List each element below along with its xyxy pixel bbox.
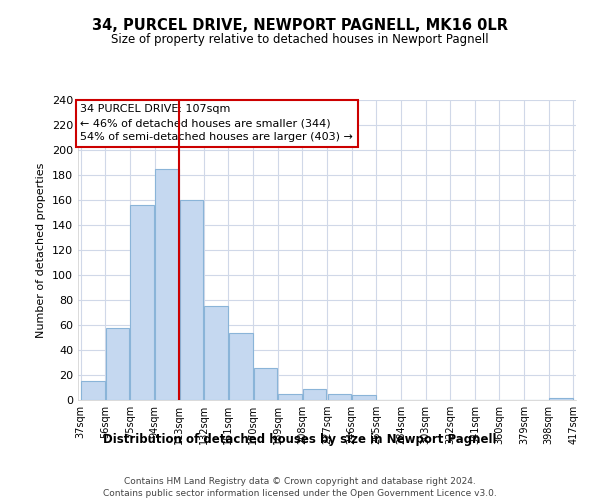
Bar [549, 398, 573, 400]
Bar [254, 368, 277, 400]
Text: Size of property relative to detached houses in Newport Pagnell: Size of property relative to detached ho… [111, 32, 489, 46]
Y-axis label: Number of detached properties: Number of detached properties [37, 162, 46, 338]
Text: Contains public sector information licensed under the Open Government Licence v3: Contains public sector information licen… [103, 489, 497, 498]
Bar [205, 306, 228, 400]
Bar [328, 394, 351, 400]
Text: Contains HM Land Registry data © Crown copyright and database right 2024.: Contains HM Land Registry data © Crown c… [124, 478, 476, 486]
Bar [81, 381, 105, 400]
Text: 34, PURCEL DRIVE, NEWPORT PAGNELL, MK16 0LR: 34, PURCEL DRIVE, NEWPORT PAGNELL, MK16 … [92, 18, 508, 32]
Bar [155, 169, 179, 400]
Bar [303, 389, 326, 400]
Bar [352, 395, 376, 400]
Text: Distribution of detached houses by size in Newport Pagnell: Distribution of detached houses by size … [103, 432, 497, 446]
Bar [229, 332, 253, 400]
Bar [130, 205, 154, 400]
Bar [278, 394, 302, 400]
Bar [106, 328, 130, 400]
Text: 34 PURCEL DRIVE: 107sqm
← 46% of detached houses are smaller (344)
54% of semi-d: 34 PURCEL DRIVE: 107sqm ← 46% of detache… [80, 104, 353, 142]
Bar [179, 200, 203, 400]
